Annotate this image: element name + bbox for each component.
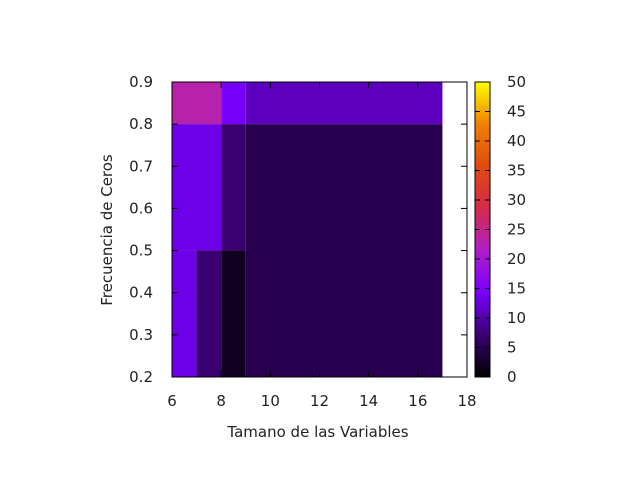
x-tick-label: 6 — [167, 392, 177, 410]
colorbar: 0 5 10 15 20 25 30 35 40 45 50 — [474, 73, 526, 386]
heatmap-cell — [221, 124, 246, 251]
heatmap-cell — [221, 250, 246, 377]
colorbar-tick-label: 15 — [507, 280, 526, 298]
colorbar-tick-label: 30 — [507, 191, 526, 209]
heatmap-cells — [172, 82, 443, 378]
x-tick-label: 8 — [216, 392, 226, 410]
y-axis-label: Frecuencia de Ceros — [98, 154, 116, 306]
colorbar-tick-label: 25 — [507, 221, 526, 239]
colorbar-tick-label: 45 — [507, 103, 526, 121]
y-tick-label: 0.2 — [129, 368, 153, 386]
heatmap-cell — [221, 82, 246, 125]
y-tick-label: 0.4 — [129, 284, 153, 302]
axis-ticks: 6 8 10 12 14 16 18 0.2 0.3 0.4 0.5 0.6 0.7 0.8 0.9 — [129, 73, 476, 410]
y-tick-label: 0.3 — [129, 326, 153, 344]
heatmap-cell — [245, 82, 443, 125]
y-tick-label: 0.5 — [129, 242, 153, 260]
heatmap-cell — [172, 124, 222, 251]
colorbar-tick-label: 40 — [507, 132, 526, 150]
x-tick-label: 10 — [261, 392, 280, 410]
x-tick-label: 12 — [310, 392, 329, 410]
heatmap-cell — [245, 124, 443, 378]
colorbar-tick-label: 35 — [507, 162, 526, 180]
x-tick-label: 14 — [359, 392, 378, 410]
colorbar-tick-label: 5 — [507, 339, 517, 357]
y-tick-label: 0.7 — [129, 157, 153, 175]
y-tick-label: 0.8 — [129, 115, 153, 133]
heatmap-cell — [172, 82, 222, 125]
y-tick-label: 0.6 — [129, 199, 153, 217]
colorbar-tick-label: 20 — [507, 250, 526, 268]
heatmap-cell — [196, 250, 222, 377]
heatmap-cell — [172, 250, 197, 377]
x-axis-label: Tamano de las Variables — [226, 423, 408, 441]
colorbar-tick-label: 50 — [507, 73, 526, 91]
colorbar-tick-label: 10 — [507, 309, 526, 327]
x-tick-label: 16 — [408, 392, 427, 410]
colorbar-tick-label: 0 — [507, 368, 517, 386]
y-tick-label: 0.9 — [129, 73, 153, 91]
x-tick-label: 18 — [457, 392, 476, 410]
